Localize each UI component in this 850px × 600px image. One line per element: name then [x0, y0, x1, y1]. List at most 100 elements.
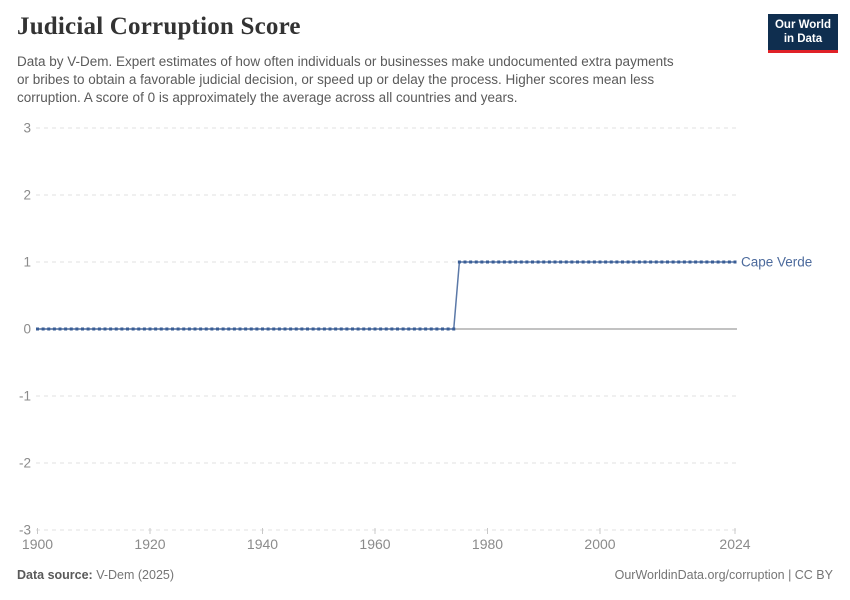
data-point-marker	[300, 327, 304, 331]
data-point-marker	[69, 327, 73, 331]
data-point-marker	[41, 327, 45, 331]
data-point-marker	[682, 260, 686, 264]
data-point-marker	[452, 327, 456, 331]
data-point-marker	[261, 327, 264, 331]
data-point-marker	[514, 260, 518, 264]
data-point-marker	[384, 327, 388, 331]
data-point-marker	[52, 327, 56, 331]
data-point-marker	[688, 260, 692, 264]
data-point-marker	[621, 260, 624, 264]
data-point-marker	[626, 260, 630, 264]
data-point-marker	[407, 327, 411, 331]
data-point-marker	[351, 327, 354, 331]
data-point-marker	[142, 327, 146, 331]
data-point-marker	[502, 260, 506, 264]
attribution: OurWorldinData.org/corruption | CC BY	[614, 568, 833, 582]
data-point-marker	[429, 327, 433, 331]
logo-line-2: in Data	[783, 33, 823, 46]
data-point-marker	[592, 260, 596, 264]
data-point-marker	[36, 327, 39, 331]
data-point-marker	[232, 327, 236, 331]
data-point-marker	[199, 327, 203, 331]
data-point-marker	[272, 327, 276, 331]
data-point-marker	[159, 327, 163, 331]
data-point-marker	[694, 260, 698, 264]
data-point-marker	[362, 327, 366, 331]
data-point-marker	[131, 327, 135, 331]
data-point-marker	[547, 260, 551, 264]
data-point-marker	[615, 260, 619, 264]
x-tick-label: 1940	[247, 536, 278, 552]
chart-title: Judicial Corruption Score	[17, 13, 301, 40]
data-point-marker	[441, 327, 444, 331]
data-point-marker	[536, 260, 540, 264]
data-point-marker	[424, 327, 428, 331]
data-point-marker	[733, 260, 737, 264]
data-point-marker	[390, 327, 394, 331]
data-point-marker	[75, 327, 79, 331]
data-point-marker	[609, 260, 613, 264]
data-point-marker	[81, 327, 84, 331]
data-point-marker	[643, 260, 647, 264]
y-tick-label: 3	[23, 121, 31, 136]
data-point-marker	[463, 260, 467, 264]
data-point-marker	[396, 327, 399, 331]
data-point-marker	[367, 327, 371, 331]
data-point-marker	[711, 260, 714, 264]
data-point-marker	[221, 327, 225, 331]
data-point-marker	[542, 260, 546, 264]
data-point-marker	[497, 260, 501, 264]
data-point-marker	[193, 327, 197, 331]
data-point-marker	[249, 327, 253, 331]
data-point-marker	[356, 327, 360, 331]
chart-footer: Data source: V-Dem (2025) OurWorldinData…	[17, 568, 833, 582]
data-point-marker	[705, 260, 709, 264]
chart-subtitle: Data by V-Dem. Expert estimates of how o…	[17, 53, 674, 107]
data-point-marker	[508, 260, 512, 264]
x-tick-label: 2024	[719, 536, 750, 552]
data-point-marker	[699, 260, 703, 264]
data-point-marker	[457, 260, 461, 264]
y-tick-label: -2	[19, 456, 31, 471]
data-point-marker	[632, 260, 636, 264]
y-tick-label: -3	[19, 523, 31, 538]
data-point-marker	[345, 327, 349, 331]
data-source-label: Data source:	[17, 568, 93, 582]
subtitle-line: or bribes to obtain a favorable judicial…	[17, 72, 655, 87]
data-point-marker	[519, 260, 523, 264]
data-point-marker	[137, 327, 141, 331]
data-point-marker	[716, 260, 720, 264]
data-point-marker	[666, 260, 669, 264]
data-point-marker	[379, 327, 383, 331]
data-point-marker	[598, 260, 602, 264]
data-point-marker	[120, 327, 124, 331]
data-point-marker	[412, 327, 416, 331]
data-point-marker	[266, 327, 270, 331]
data-point-marker	[727, 260, 731, 264]
data-point-marker	[255, 327, 259, 331]
data-point-marker	[677, 260, 681, 264]
data-point-marker	[525, 260, 529, 264]
logo-line-1: Our World	[774, 19, 831, 31]
data-point-marker	[564, 260, 568, 264]
data-point-marker	[334, 327, 338, 331]
data-point-marker	[474, 260, 478, 264]
data-point-marker	[660, 260, 664, 264]
data-point-marker	[317, 327, 321, 331]
data-point-marker	[244, 327, 248, 331]
owid-logo: Our World in Data	[767, 14, 838, 53]
data-point-marker	[283, 327, 287, 331]
data-point-marker	[114, 327, 118, 331]
data-point-marker	[126, 327, 129, 331]
data-point-marker	[86, 327, 90, 331]
data-point-marker	[559, 260, 563, 264]
data-point-marker	[148, 327, 152, 331]
data-point-marker	[294, 327, 298, 331]
data-point-marker	[97, 327, 101, 331]
subtitle-line: corruption. A score of 0 is approximatel…	[17, 90, 518, 105]
data-point-marker	[604, 260, 608, 264]
data-point-marker	[446, 327, 450, 331]
data-point-marker	[587, 260, 591, 264]
data-line	[37, 261, 735, 330]
data-source-value: V-Dem (2025)	[96, 568, 175, 582]
